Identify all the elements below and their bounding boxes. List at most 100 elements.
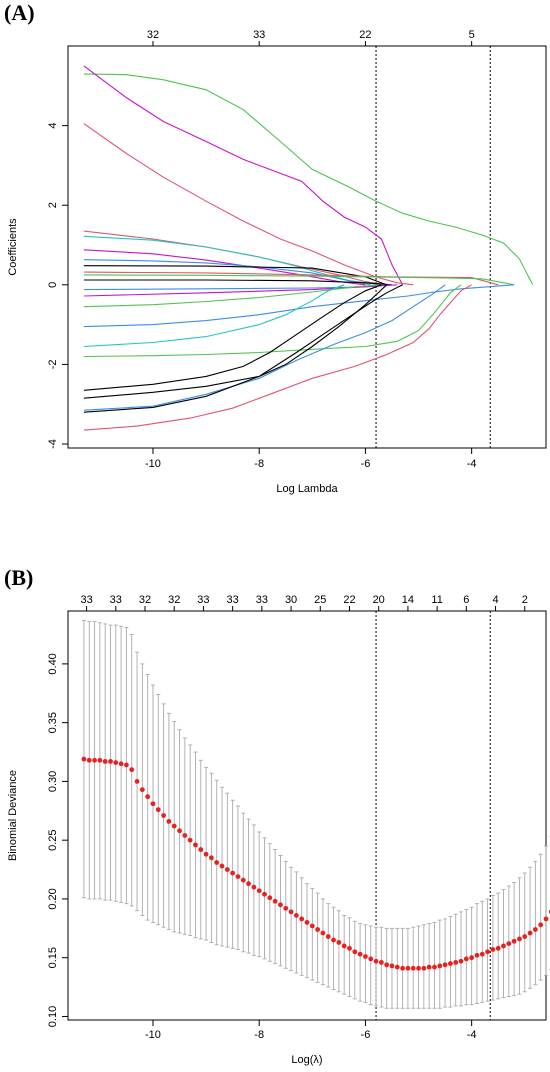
cv-point — [124, 762, 129, 768]
coef-path-17 — [83, 284, 462, 358]
cv-point — [92, 757, 97, 763]
cv-point — [495, 945, 501, 951]
x-axis-title: Log(λ) — [291, 1054, 322, 1066]
y-tick-label: 0.25 — [47, 829, 59, 850]
cv-point — [155, 807, 161, 813]
cv-point — [203, 851, 209, 857]
coef-path-2 — [83, 65, 404, 286]
cv-point — [426, 964, 432, 970]
cv-point — [389, 963, 395, 969]
x-tick-label: -8 — [254, 1029, 264, 1041]
cv-point — [214, 860, 220, 865]
cv-point — [363, 954, 368, 959]
top-tick-label: 33 — [197, 594, 209, 606]
top-tick-label: 33 — [80, 594, 92, 606]
x-tick-label: -6 — [361, 1029, 371, 1041]
coef-path-18 — [83, 284, 382, 391]
top-tick-label: 32 — [147, 29, 159, 41]
y-tick-label: 0 — [47, 282, 59, 288]
cv-point — [543, 916, 549, 922]
cv-point — [368, 956, 374, 962]
cv-point — [378, 960, 384, 965]
cv-point — [384, 962, 390, 968]
cv-point — [177, 828, 182, 834]
top-tick-label: 32 — [139, 594, 151, 606]
cv-point — [283, 905, 289, 911]
panel-b-label: (B) — [4, 565, 34, 590]
cv-point — [347, 945, 352, 951]
cv-point — [240, 877, 246, 883]
coef-path-9 — [83, 271, 499, 286]
y-tick-label: -4 — [47, 439, 59, 449]
cv-point — [341, 943, 347, 949]
x-tick-label: -8 — [254, 458, 264, 470]
cv-point — [453, 960, 459, 965]
coef-path-14 — [83, 284, 382, 308]
panel-a-label: (A) — [4, 0, 35, 25]
cv-point — [145, 794, 151, 800]
cv-point — [166, 818, 172, 824]
cv-point — [262, 891, 267, 897]
cv-point — [373, 958, 379, 964]
cv-point — [463, 956, 469, 962]
cv-point — [474, 952, 480, 958]
plot-frame — [67, 45, 547, 449]
cv-point — [108, 759, 113, 764]
cv-point — [224, 867, 230, 872]
cv-point — [171, 823, 177, 829]
cv-point — [527, 930, 533, 936]
top-tick-label: 20 — [373, 594, 385, 606]
coef-path-15 — [83, 284, 515, 328]
cv-point — [102, 759, 108, 764]
cv-point — [139, 787, 145, 793]
cv-point — [400, 965, 405, 971]
top-tick-label: 2 — [522, 594, 528, 606]
cv-point — [315, 927, 321, 932]
y-tick-label: 0.10 — [47, 1006, 59, 1027]
y-tick-label: 2 — [47, 202, 59, 208]
coef-path-12 — [83, 284, 393, 291]
cv-point — [193, 842, 198, 848]
cv-point — [506, 941, 512, 947]
coef-path-20 — [83, 284, 446, 411]
cv-point — [150, 801, 156, 807]
cv-point — [256, 888, 262, 894]
plot-frame — [67, 610, 547, 1021]
cv-point — [538, 922, 544, 928]
cv-point — [299, 916, 305, 922]
cv-point — [235, 874, 241, 880]
cv-point — [267, 895, 273, 901]
cv-point — [209, 855, 214, 861]
cv-point — [410, 965, 416, 971]
cv-point — [448, 961, 453, 966]
coef-path-8 — [83, 265, 387, 286]
y-tick-label: 0.30 — [47, 771, 59, 792]
y-tick-label: 4 — [47, 123, 59, 129]
coef-path-3 — [83, 123, 414, 286]
cv-point — [198, 847, 204, 852]
cv-point — [336, 940, 342, 945]
cv-point — [517, 936, 522, 942]
top-tick-label: 22 — [359, 29, 371, 41]
cv-point — [416, 965, 421, 971]
top-tick-label: 11 — [431, 594, 442, 606]
cv-point — [161, 813, 167, 818]
cv-point — [394, 964, 400, 970]
top-tick-label: 33 — [227, 594, 239, 606]
x-tick-label: -10 — [145, 458, 161, 470]
cv-point — [325, 934, 331, 939]
top-tick-label: 33 — [110, 594, 122, 606]
cv-point — [304, 920, 310, 925]
cv-point — [522, 934, 528, 939]
x-tick-label: -4 — [467, 458, 477, 470]
cv-point — [432, 964, 437, 970]
cv-point — [532, 927, 538, 932]
cv-point — [182, 833, 188, 838]
cv-point — [81, 756, 87, 762]
cv-point — [129, 767, 135, 773]
y-tick-label: 0.20 — [47, 888, 59, 909]
chart-panel-b — [62, 606, 550, 1026]
top-tick-label: 22 — [343, 594, 355, 606]
